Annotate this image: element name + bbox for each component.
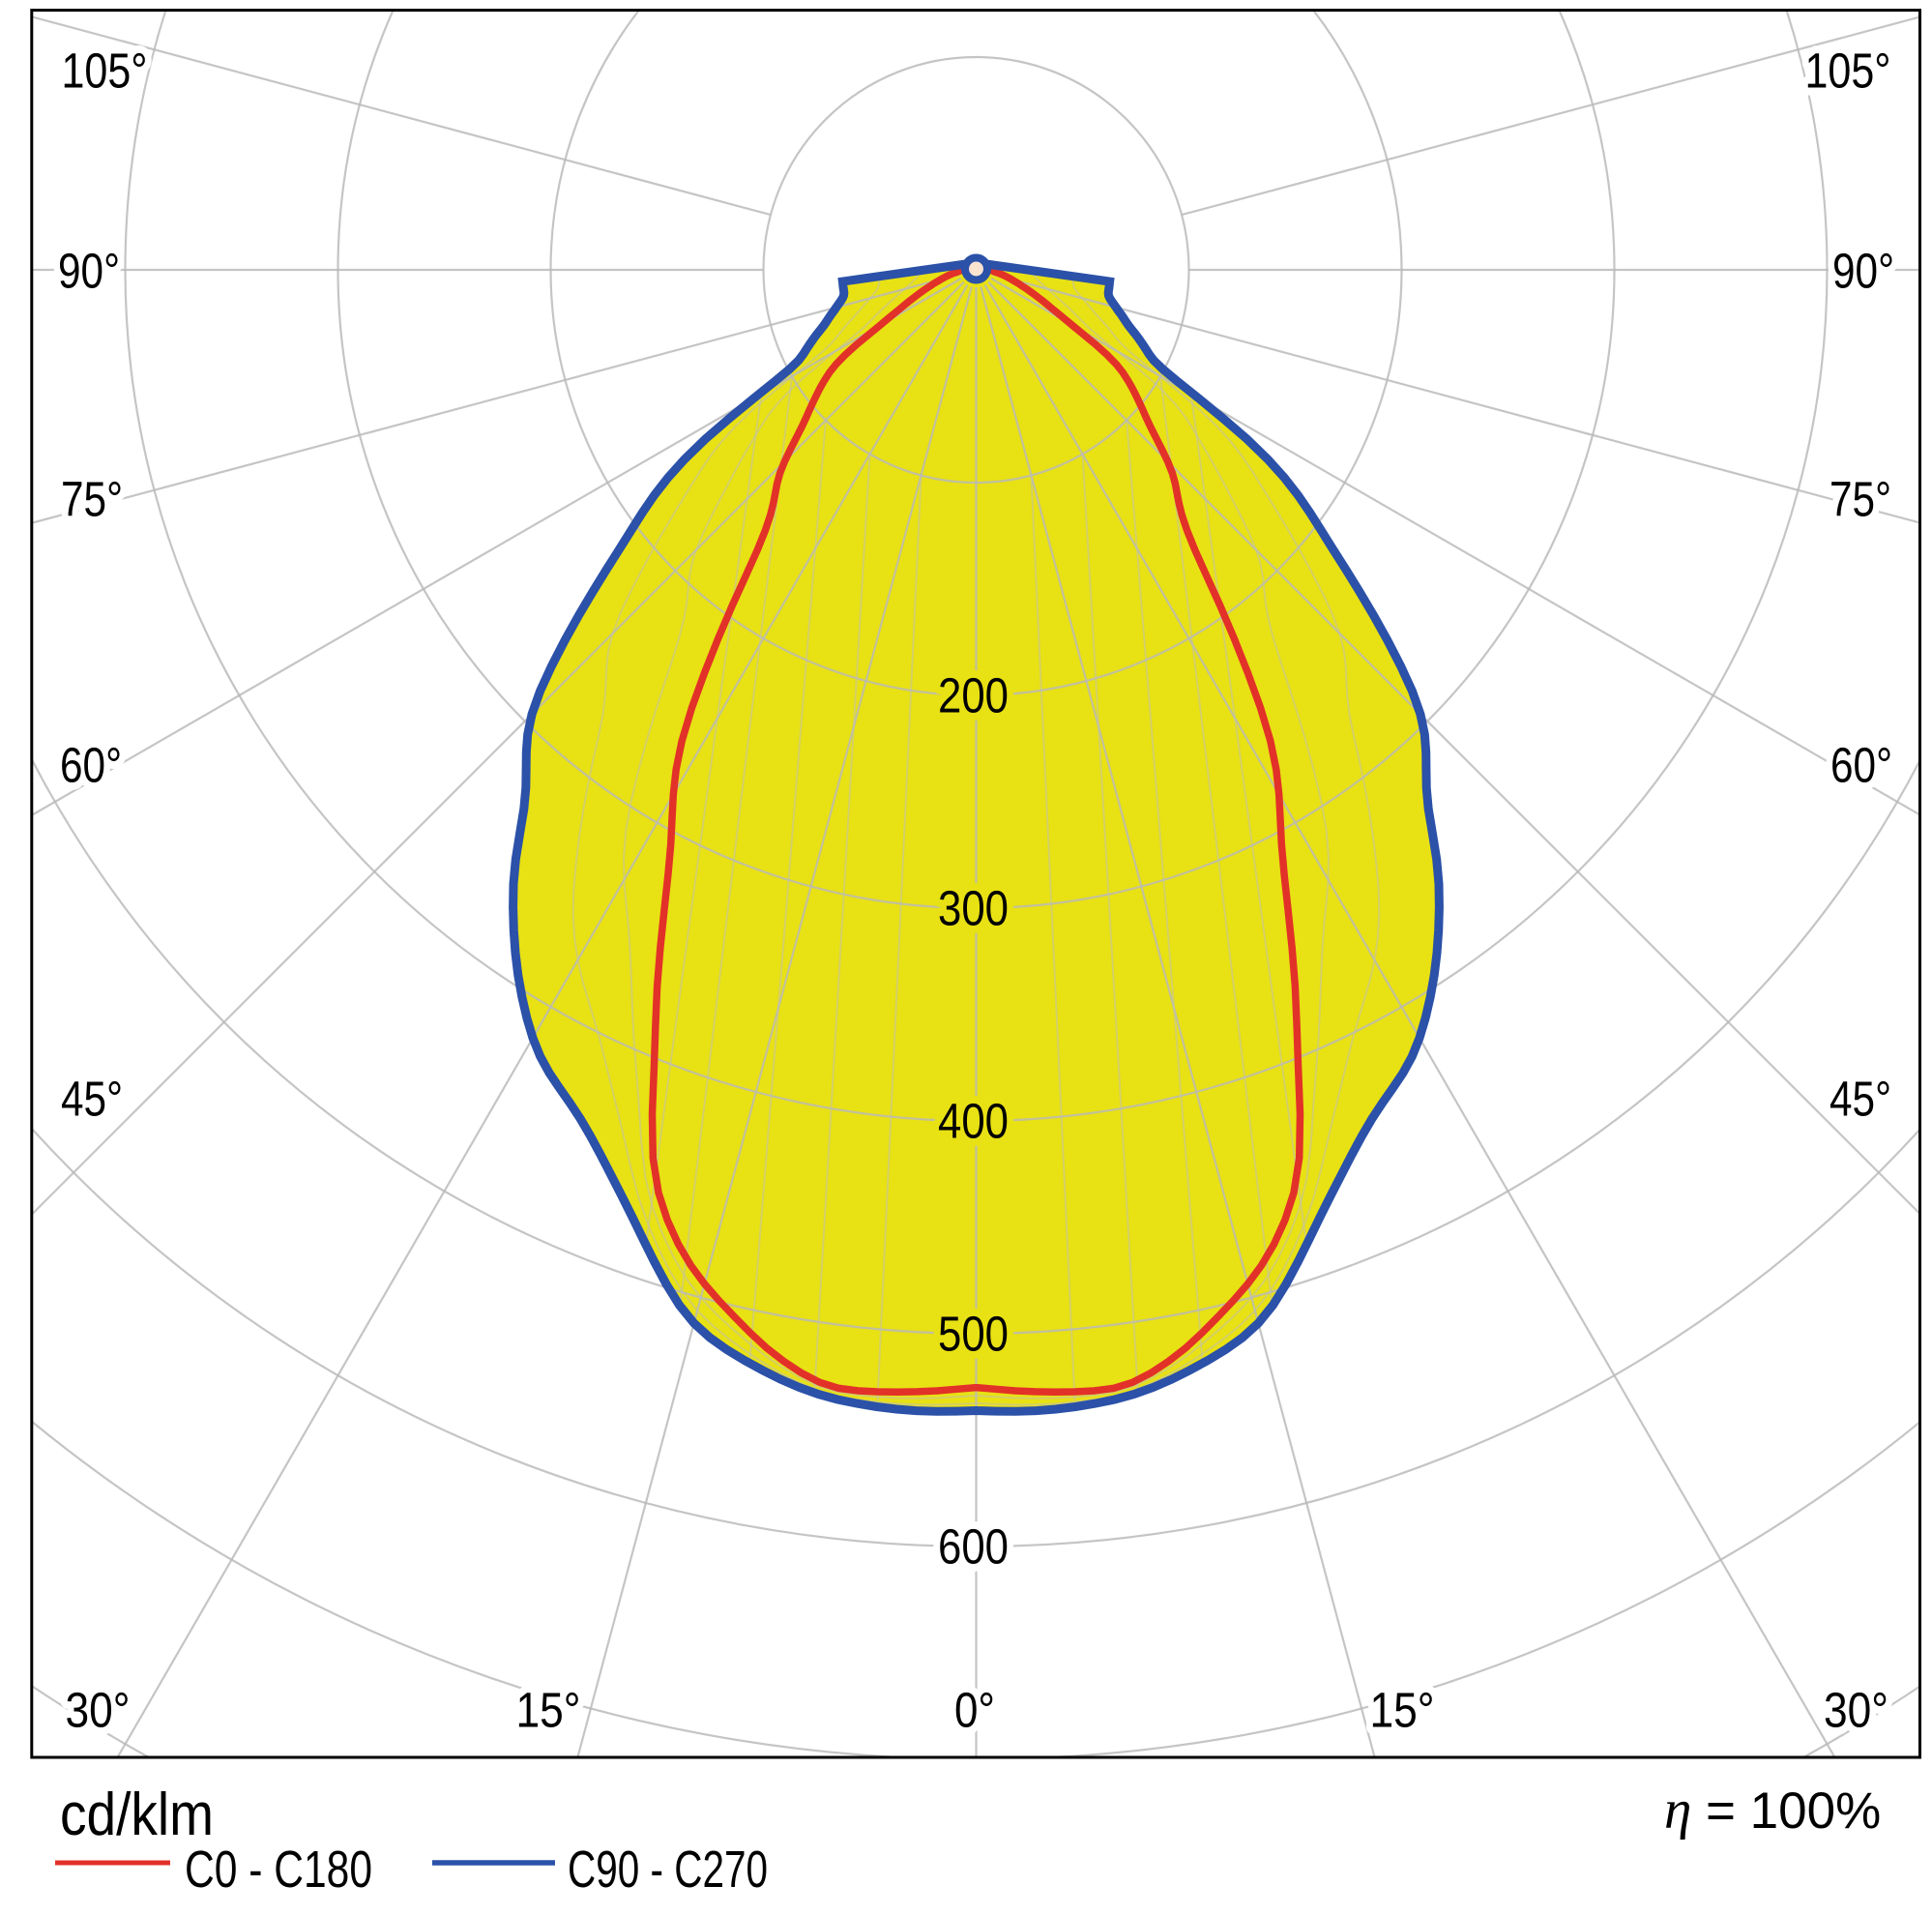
- svg-text:C90 - C270: C90 - C270: [568, 1841, 768, 1899]
- svg-text:600: 600: [938, 1519, 1009, 1575]
- svg-text:75°: 75°: [1830, 472, 1891, 527]
- svg-text:300: 300: [938, 881, 1009, 936]
- svg-text:45°: 45°: [1830, 1072, 1891, 1127]
- svg-text:105°: 105°: [62, 44, 148, 99]
- svg-text:60°: 60°: [60, 738, 122, 793]
- svg-text:C0 - C180: C0 - C180: [185, 1841, 372, 1899]
- svg-text:15°: 15°: [1370, 1683, 1435, 1738]
- svg-text:90°: 90°: [58, 244, 120, 299]
- svg-text:η = 100%: η = 100%: [1664, 1780, 1881, 1841]
- svg-text:200: 200: [938, 668, 1009, 723]
- svg-text:cd/klm: cd/klm: [60, 1782, 214, 1848]
- svg-text:105°: 105°: [1805, 44, 1891, 99]
- svg-text:500: 500: [938, 1307, 1009, 1362]
- svg-text:400: 400: [938, 1094, 1009, 1149]
- svg-text:90°: 90°: [1832, 244, 1894, 299]
- svg-text:30°: 30°: [1824, 1683, 1888, 1738]
- svg-text:60°: 60°: [1830, 738, 1892, 793]
- svg-text:45°: 45°: [61, 1072, 123, 1127]
- svg-text:30°: 30°: [66, 1683, 131, 1738]
- svg-text:0°: 0°: [954, 1683, 995, 1738]
- svg-text:75°: 75°: [61, 472, 123, 527]
- svg-text:15°: 15°: [516, 1683, 581, 1738]
